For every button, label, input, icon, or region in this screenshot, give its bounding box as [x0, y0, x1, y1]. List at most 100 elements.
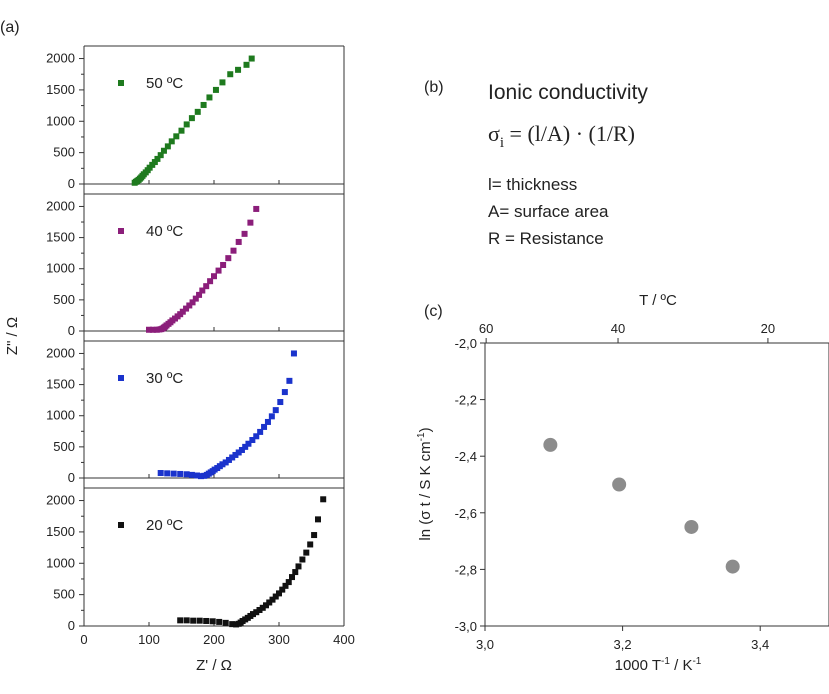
data-point: [307, 541, 314, 548]
x-tick-label: 3,4: [751, 637, 769, 652]
subplot-40c: 0 500 1000 1500 2000 40 ºC: [46, 193, 345, 338]
y-tick-label: -2,8: [455, 562, 477, 577]
data-point: [203, 283, 210, 290]
ionic-conductivity-info: Ionic conductivity σi = (l/A) · (1/R) l=…: [488, 81, 648, 248]
data-point: [157, 152, 164, 159]
data-point: [219, 461, 226, 468]
data-point: [286, 377, 293, 384]
y-tick-label: 1000: [46, 113, 75, 128]
data-point: [256, 607, 263, 614]
subplot-30c: 0 500 1000 1500 2000 30 ºC: [46, 340, 345, 485]
data-point: [285, 579, 292, 586]
data-point: [222, 619, 229, 626]
data-point: [315, 516, 321, 523]
data-point: [259, 604, 266, 611]
legend-marker: [118, 375, 124, 381]
data-point: [230, 247, 237, 254]
data-point: [206, 94, 213, 101]
legend-marker: [118, 522, 124, 528]
data-point: [173, 133, 180, 140]
data-point: [253, 205, 260, 212]
data-point: [196, 617, 203, 624]
legend-marker: [118, 80, 124, 86]
info-resistance: R = Resistance: [488, 229, 604, 248]
data-point: [282, 582, 289, 589]
legend-label: 20 ºC: [146, 517, 183, 534]
data-point: [154, 155, 161, 162]
panel-label-a: (a): [0, 19, 20, 36]
data-point: [216, 618, 223, 625]
formula-sigma: σ: [488, 121, 500, 146]
data-point: [289, 574, 295, 581]
data-point: [290, 350, 297, 357]
data-point: [227, 71, 234, 78]
data-point: [257, 428, 264, 435]
conductivity-formula: σi = (l/A) · (1/R): [488, 121, 635, 151]
data-point: [186, 302, 193, 309]
data-point: [183, 471, 190, 478]
data-point: [179, 308, 186, 315]
data-point: [276, 590, 282, 597]
data-point: [311, 532, 318, 539]
data-point: [200, 101, 207, 108]
data-point: [232, 451, 239, 458]
y-tick-label: 0: [68, 176, 75, 191]
panel-a-x-ticks: 0 100 200 300 400: [80, 632, 354, 647]
arrhenius-plot-panel: -3,0-2,8-2,6-2,4-2,2-2,03,0 3,2 3,460 40 20 …: [416, 292, 829, 674]
data-point: [281, 389, 288, 396]
y-tick-label: -3,0: [455, 619, 477, 634]
data-point: [183, 305, 190, 312]
data-point: [194, 472, 201, 479]
formula-subscript: i: [500, 135, 504, 151]
data-point: [170, 470, 177, 477]
data-point: [220, 261, 227, 268]
data-point: [277, 399, 284, 406]
data-point: [207, 278, 214, 285]
data-point: [235, 66, 242, 73]
formula-rhs: = (l/A) · (1/R): [504, 121, 635, 146]
panel-a-subplots: 0 500 1000 1500 2000 50 ºC 0 500 1000 1500 2000 40 …: [46, 45, 345, 633]
y-tick-label: 500: [53, 145, 75, 160]
x-tick-label: 200: [203, 632, 225, 647]
y-tick-label: 1500: [46, 524, 75, 539]
panel-label-c: (c): [424, 303, 443, 320]
data-point: [209, 618, 216, 625]
data-point: [225, 255, 232, 262]
data-point: [164, 143, 171, 150]
legend-marker: [118, 228, 124, 234]
data-point: [194, 108, 201, 115]
data-point: [189, 299, 196, 306]
y-tick-label: 500: [53, 292, 75, 307]
data-point: [149, 326, 156, 333]
legend-label: 40 ºC: [146, 223, 183, 240]
data-point: [235, 449, 242, 456]
data-point: [177, 470, 184, 477]
data-point: [222, 459, 229, 466]
data-point: [211, 273, 217, 280]
legend-label: 50 ºC: [146, 75, 183, 92]
data-point: [151, 159, 158, 166]
data-point: [268, 413, 275, 420]
data-point: [192, 295, 199, 302]
data-point: [263, 602, 269, 609]
panel-a-y-axis-title: Z" / Ω: [4, 317, 21, 355]
y-tick-label: -2,6: [455, 506, 477, 521]
data-point: [320, 496, 327, 503]
x-tick-label: 3,0: [476, 637, 494, 652]
data-point: [272, 593, 279, 600]
panel-a-x-axis-title: Z' / Ω: [196, 657, 232, 674]
data-point: [177, 617, 184, 624]
data-point: [190, 617, 197, 624]
data-point: [196, 291, 203, 298]
data-point: [250, 611, 256, 618]
data-point: [229, 454, 236, 461]
y-tick-label: 1000: [46, 408, 75, 423]
data-point: [248, 55, 255, 62]
y-tick-label: -2,4: [455, 449, 477, 464]
legend-label: 30 ºC: [146, 370, 183, 387]
data-point: [242, 443, 249, 450]
x-tick-label: 300: [268, 632, 290, 647]
data-point: [203, 617, 210, 624]
y-tick-label: -2,0: [455, 336, 477, 351]
data-point: [303, 549, 310, 556]
